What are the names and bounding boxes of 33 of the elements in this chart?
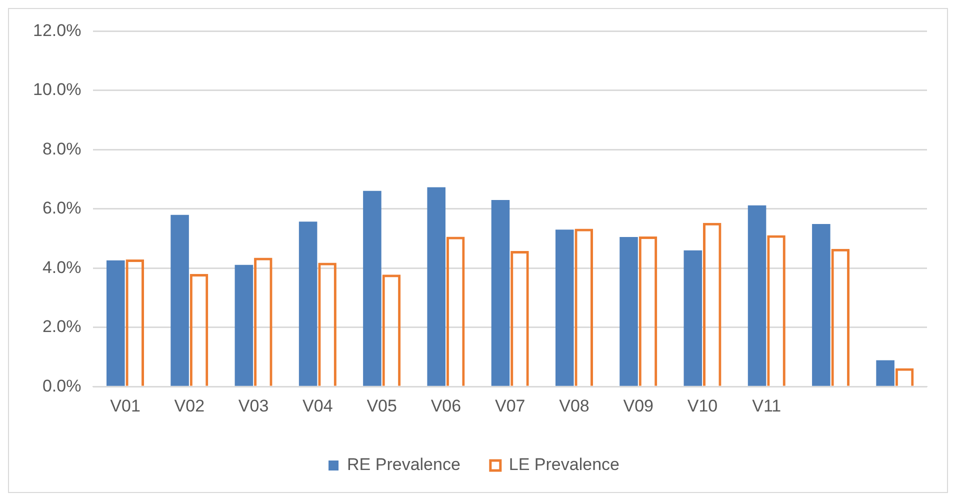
y-tick-label: 6.0% [42,198,82,218]
bar [748,205,766,386]
x-tick-label: V06 [430,396,462,416]
x-tick-label: V01 [110,396,140,416]
bar [876,360,894,386]
bar [363,190,382,386]
bar [427,187,446,386]
bar [170,214,189,386]
x-tick-label: V05 [366,396,397,416]
bar [298,222,318,386]
bar [234,264,254,386]
y-tick-label: 0.0% [42,376,82,396]
bar [491,200,510,386]
legend-label: LE Prevalence [508,455,620,474]
y-tick-label: 4.0% [42,258,82,277]
x-tick-label: V03 [238,396,269,416]
x-tick-label: V04 [302,396,333,416]
y-tick-label: 8.0% [42,139,82,158]
x-tick-label: V09 [623,396,654,416]
bar [620,237,638,386]
bar [555,230,574,386]
x-tick-label: V08 [559,396,590,416]
x-tick-label: V11 [752,396,782,416]
x-tick-label: V10 [687,396,718,416]
y-tick-label: 10.0% [33,80,82,100]
x-tick-label: V07 [494,396,526,416]
bar [684,250,702,386]
bar [106,260,125,386]
bar [812,224,830,386]
y-tick-label: 12.0% [33,20,82,40]
y-tick-label: 2.0% [42,317,82,336]
legend-label: RE Prevalence [347,455,460,474]
x-tick-label: V02 [174,396,205,416]
